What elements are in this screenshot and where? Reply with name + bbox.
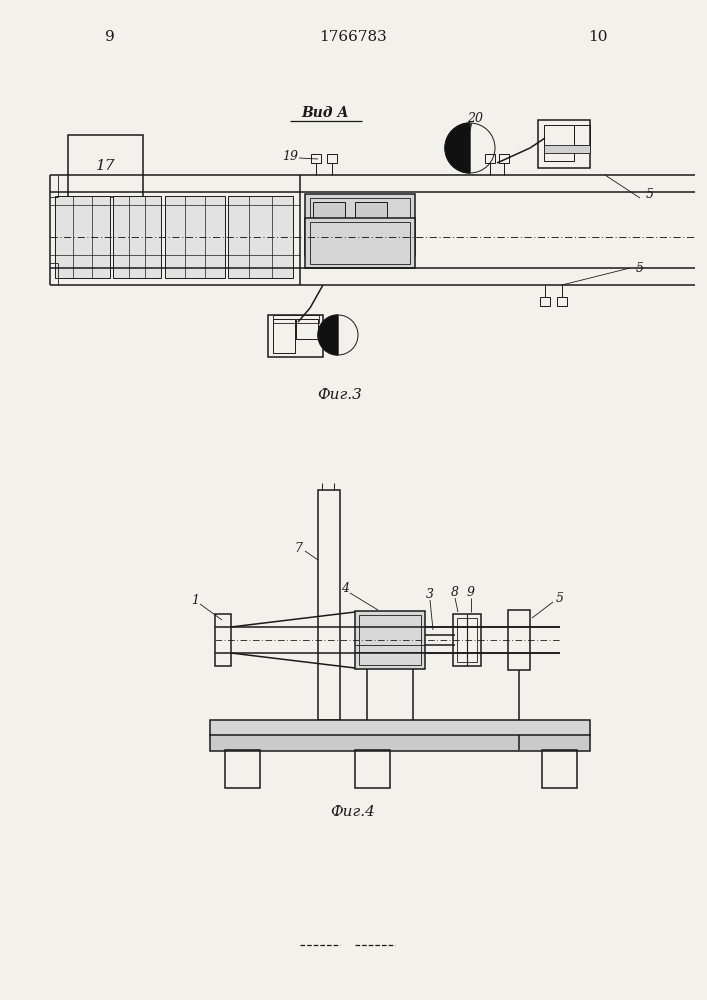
Bar — [305, 218, 415, 268]
Bar — [557, 297, 567, 306]
Polygon shape — [318, 315, 338, 355]
Bar — [544, 145, 590, 153]
Text: 5: 5 — [646, 188, 654, 202]
Text: Вид А: Вид А — [301, 106, 349, 120]
Text: 5: 5 — [556, 591, 564, 604]
Bar — [355, 611, 425, 669]
Bar — [68, 135, 143, 197]
Bar — [359, 615, 421, 665]
Text: 4: 4 — [341, 582, 349, 594]
Bar — [327, 154, 337, 163]
Text: 9: 9 — [467, 585, 475, 598]
Text: 17: 17 — [96, 159, 116, 173]
Text: 20: 20 — [467, 111, 483, 124]
Bar — [310, 222, 410, 264]
Bar — [318, 490, 340, 720]
Bar — [113, 196, 161, 278]
Bar — [55, 196, 110, 278]
Text: 5: 5 — [636, 261, 644, 274]
Text: 1: 1 — [191, 593, 199, 606]
Bar — [538, 120, 590, 168]
Bar — [508, 610, 530, 670]
Text: 3: 3 — [426, 588, 434, 601]
Bar — [323, 221, 333, 229]
Bar — [210, 735, 590, 751]
Text: 9: 9 — [105, 30, 115, 44]
Text: 7: 7 — [294, 542, 302, 554]
Bar — [273, 315, 319, 323]
Text: 1766783: 1766783 — [319, 30, 387, 44]
Bar — [540, 297, 550, 306]
Bar — [544, 125, 574, 161]
Bar — [273, 319, 295, 353]
Bar — [268, 315, 323, 357]
Bar — [574, 125, 590, 145]
Bar — [210, 720, 590, 736]
Bar — [225, 750, 260, 788]
Bar — [296, 319, 318, 339]
Bar — [228, 196, 293, 278]
Text: 19: 19 — [282, 149, 298, 162]
Bar — [485, 154, 495, 163]
Bar — [499, 154, 509, 163]
Bar — [542, 750, 577, 788]
Bar — [355, 202, 387, 248]
Bar — [453, 614, 481, 666]
Bar — [305, 194, 415, 256]
Text: 10: 10 — [588, 30, 608, 44]
Text: Фиг.3: Фиг.3 — [317, 388, 363, 402]
Bar — [355, 750, 390, 788]
Text: Фиг.4: Фиг.4 — [331, 805, 375, 819]
Bar — [313, 202, 345, 248]
Text: 8: 8 — [451, 585, 459, 598]
Bar — [215, 614, 231, 666]
Polygon shape — [445, 123, 470, 173]
Bar — [365, 221, 375, 229]
Bar — [311, 154, 321, 163]
Bar — [457, 618, 477, 662]
Bar — [165, 196, 225, 278]
Bar — [310, 198, 410, 252]
